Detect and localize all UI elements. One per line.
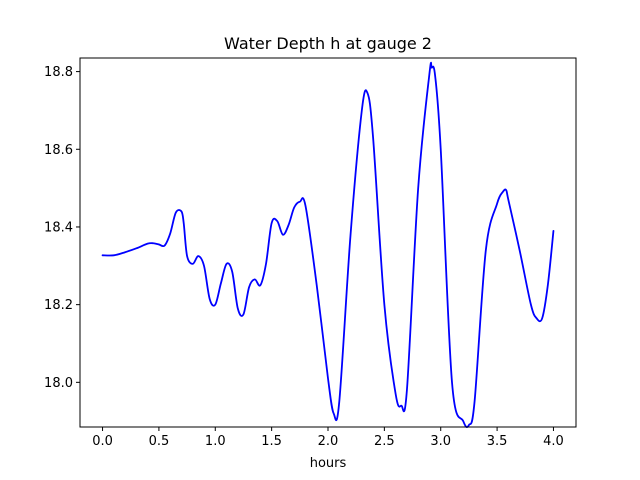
x-tick-label: 2.5 bbox=[374, 434, 395, 449]
series-line bbox=[101, 61, 555, 429]
x-tick-label: 0.5 bbox=[149, 434, 170, 449]
chart-title: Water Depth h at gauge 2 bbox=[224, 34, 432, 53]
x-tick-label: 1.0 bbox=[205, 434, 226, 449]
x-tick-label: 2.0 bbox=[318, 434, 339, 449]
x-tick-label: 3.5 bbox=[487, 434, 508, 449]
y-tick-label: 18.8 bbox=[44, 65, 73, 80]
y-tick-label: 18.2 bbox=[44, 298, 73, 313]
x-tick-label: 3.0 bbox=[430, 434, 451, 449]
y-tick-label: 18.4 bbox=[44, 220, 73, 235]
x-tick-label: 1.5 bbox=[261, 434, 282, 449]
x-axis-label: hours bbox=[310, 456, 347, 471]
x-tick-label: 4.0 bbox=[543, 434, 564, 449]
y-tick-label: 18.6 bbox=[44, 143, 73, 158]
x-tick-label: 0.0 bbox=[92, 434, 113, 449]
y-tick-label: 18.0 bbox=[44, 376, 73, 391]
